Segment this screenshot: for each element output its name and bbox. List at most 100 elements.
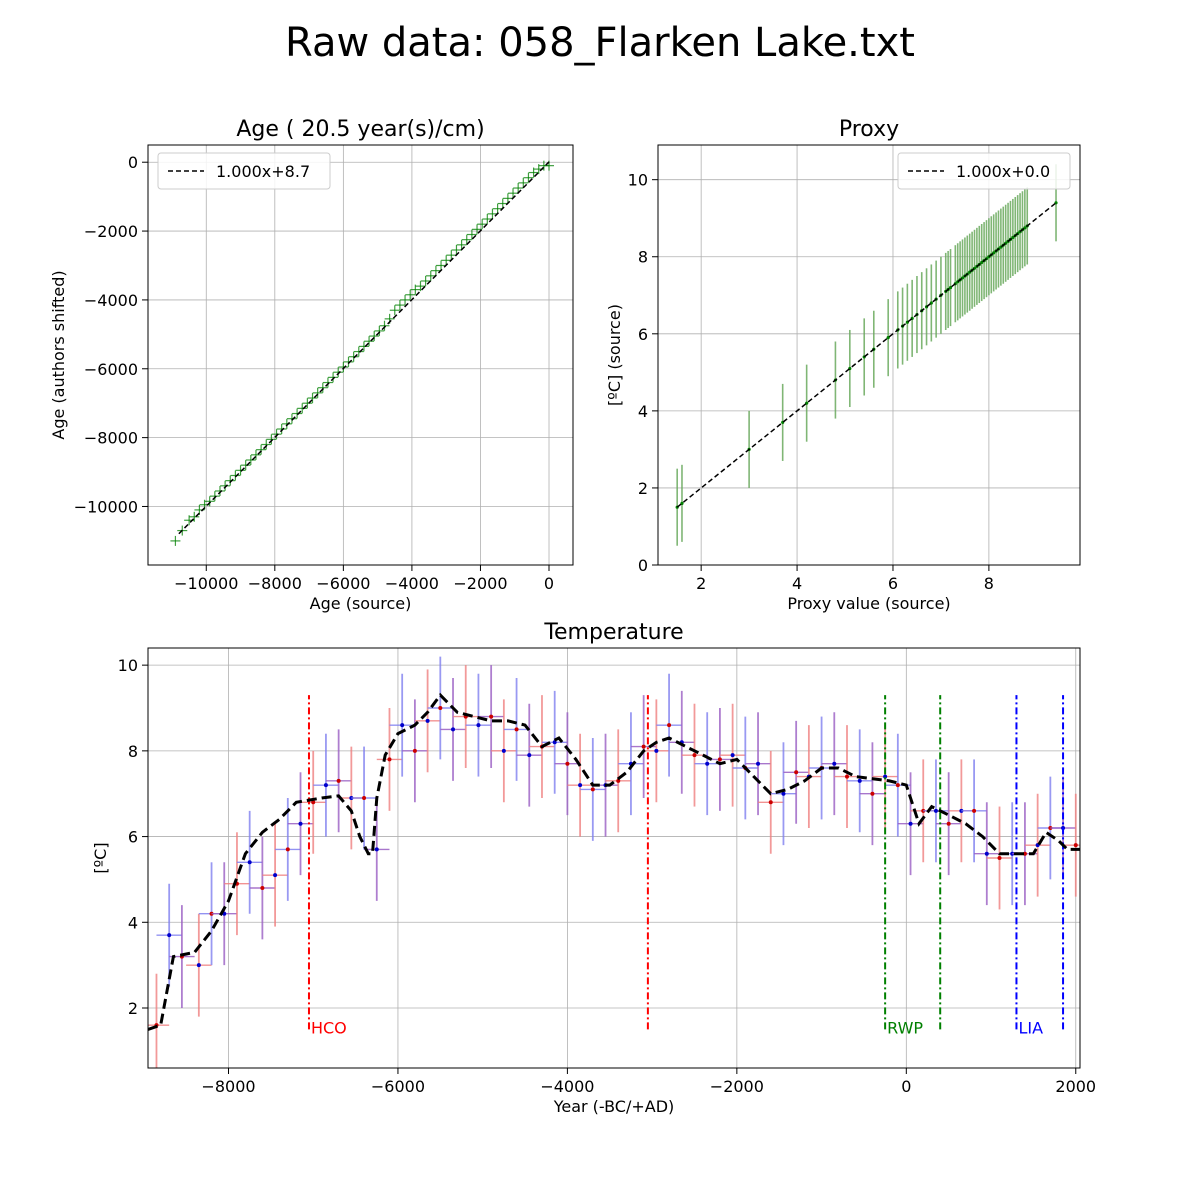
proxy-point (680, 501, 684, 505)
temp-point (196, 963, 201, 968)
temp-point (616, 778, 621, 783)
temp-point (425, 718, 430, 723)
y-axis-label: Age (authors shifted) (49, 270, 68, 439)
temp-point (501, 748, 506, 753)
temp-point (527, 753, 532, 758)
y-tick-label: −8000 (84, 429, 138, 448)
proxy-point (1011, 235, 1015, 240)
y-tick-label: 10 (628, 171, 648, 190)
temp-point (167, 933, 172, 938)
y-tick-label: −6000 (84, 360, 138, 379)
temp-point (323, 783, 328, 788)
temp-point (374, 847, 379, 852)
temp-point (438, 706, 443, 710)
temp-point (285, 847, 290, 852)
temp-point (412, 748, 417, 753)
plot-area (148, 656, 1080, 1068)
temp-point (768, 800, 773, 805)
x-tick-label: 2000 (1055, 1077, 1096, 1096)
temp-point (578, 783, 583, 788)
x-tick-label: 0 (901, 1077, 911, 1096)
chart-title: Proxy (839, 117, 899, 142)
temp-point (870, 791, 875, 796)
x-axis-label: Year (-BC/+AD) (553, 1097, 675, 1116)
plot-area (170, 160, 555, 546)
legend-box (897, 152, 1071, 190)
temp-point (311, 800, 316, 805)
temp-point (451, 727, 456, 732)
temp-point (362, 796, 367, 800)
y-tick-label: 2 (128, 999, 138, 1018)
x-tick-label: −4000 (540, 1077, 594, 1096)
temp-point (476, 723, 481, 728)
temp-point (489, 714, 494, 719)
legend-label: 1.000x+8.7 (216, 162, 310, 181)
chart-title: Temperature (543, 620, 683, 645)
temp-point (400, 723, 405, 728)
temperature-chart: −8000 −6000 −4000 −2000 0 2000 2 4 6 8 10 Temperatu… (91, 620, 1096, 1116)
y-tick-label: 8 (638, 248, 648, 267)
x-axis-label: Proxy value (source) (787, 594, 950, 613)
y-tick-label: −2000 (84, 222, 138, 241)
temp-point (730, 753, 735, 758)
temp-point (946, 821, 951, 826)
temp-point (908, 821, 913, 826)
x-tick-label: 6 (888, 574, 898, 593)
temp-point (972, 808, 977, 813)
x-tick-label: −2000 (710, 1077, 764, 1096)
x-tick-label: 4 (792, 574, 802, 593)
x-tick-label: −8000 (201, 1077, 255, 1096)
temp-point (273, 873, 278, 878)
axes-frame (147, 144, 574, 566)
y-tick-label: 4 (128, 913, 138, 932)
age-chart: −10000 −8000 −6000 −4000 −2000 0 −10000 −8000 −6… (49, 117, 574, 613)
x-axis-label: Age (source) (310, 594, 412, 613)
temp-point (984, 851, 989, 856)
temp-point (705, 761, 710, 766)
y-tick-label: 0 (638, 556, 648, 575)
x-tick-label: −6000 (371, 1077, 425, 1096)
temp-point (247, 860, 252, 865)
event-label-hco: HCO (311, 1018, 347, 1037)
y-tick-label: 8 (128, 742, 138, 761)
x-tick-label: 2 (696, 574, 706, 593)
temp-point (1073, 843, 1078, 848)
temp-point (336, 778, 341, 783)
figure-title: Raw data: 058_Flarken Lake.txt (285, 20, 915, 66)
temp-point (667, 723, 672, 728)
temp-point (387, 757, 392, 762)
y-tick-label: 4 (638, 402, 648, 421)
temp-point (298, 821, 303, 826)
y-tick-label: 6 (128, 828, 138, 847)
temp-point (590, 787, 595, 792)
temp-point (997, 856, 1002, 860)
temp-point (781, 791, 786, 796)
x-tick-label: 0 (544, 574, 554, 593)
axes-frame (147, 647, 1081, 1069)
y-tick-label: 10 (118, 656, 138, 675)
temp-point (756, 761, 761, 766)
temp-point (565, 761, 570, 766)
temp-point (654, 748, 659, 753)
proxy-chart: 2 4 6 8 0 2 4 6 8 10 Proxy Proxy value (source) [ºC]… (605, 117, 1081, 613)
chart-title: Age ( 20.5 year(s)/cm) (236, 117, 484, 142)
temp-point (845, 774, 849, 779)
legend-box (157, 152, 331, 190)
proxy-point (980, 260, 984, 265)
temp-point (692, 753, 697, 758)
y-axis-label: [ºC] (91, 842, 110, 873)
proxy-fit-line (676, 202, 1057, 508)
proxy-point (886, 336, 890, 340)
event-label-rwp: RWP (887, 1018, 923, 1037)
y-axis-label: [ºC] (source) (605, 304, 624, 406)
temp-point (857, 778, 862, 783)
x-tick-label: −8000 (248, 574, 302, 593)
x-tick-label: −2000 (453, 574, 507, 593)
temp-point (832, 761, 837, 766)
temp-point (794, 770, 799, 775)
y-tick-label: 0 (128, 153, 138, 172)
axes-frame (657, 144, 1081, 566)
temp-point (933, 808, 938, 813)
temp-smooth-line (148, 692, 1080, 1031)
